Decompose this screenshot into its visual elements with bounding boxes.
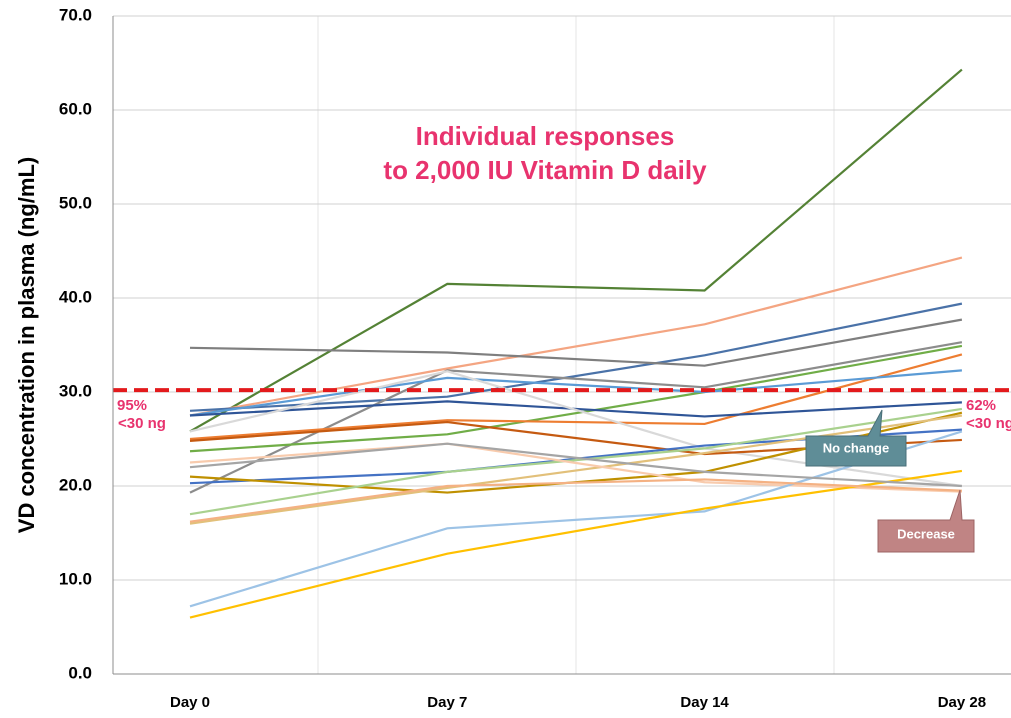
chart-title: Individual responses: [416, 121, 675, 151]
data-line: [189, 256, 963, 417]
y-tick-label: 40.0: [59, 287, 92, 306]
y-tick-label: 50.0: [59, 193, 92, 212]
x-tick-label: Day 7: [427, 694, 467, 711]
data-line: [189, 442, 962, 488]
x-tick-label: Day 0: [170, 694, 210, 711]
data-line: [189, 344, 963, 453]
callout-box: [877, 489, 975, 553]
annotation: <30 ng: [118, 415, 166, 432]
callout-text: No change: [823, 440, 889, 455]
y-tick-label: 20.0: [59, 475, 92, 494]
data-line: [189, 407, 963, 516]
data-line: [189, 414, 963, 525]
x-tick-label: Day 14: [680, 694, 729, 711]
annotation: 62%: [966, 397, 996, 414]
x-tick-label: Day 28: [938, 694, 986, 711]
data-line: [189, 469, 963, 619]
data-line: [189, 302, 963, 412]
y-tick-label: 10.0: [59, 569, 92, 588]
callout-box: [805, 409, 907, 467]
chart-title: to 2,000 IU Vitamin D daily: [383, 155, 707, 185]
y-tick-label: 60.0: [59, 99, 92, 118]
y-tick-label: 30.0: [59, 381, 92, 400]
annotation: <30 ng: [966, 415, 1011, 432]
data-line: [189, 318, 963, 367]
annotation: 95%: [117, 397, 147, 414]
data-line: [189, 68, 963, 433]
data-line: [189, 430, 963, 608]
y-tick-label: 0.0: [68, 663, 92, 682]
callout-text: Decrease: [897, 526, 955, 541]
data-line: [189, 369, 962, 417]
y-axis-label: VD concentration in plasma (ng/mL): [14, 157, 39, 533]
data-line: [189, 442, 962, 493]
plot-area: [113, 15, 1011, 675]
data-line: [189, 370, 963, 488]
y-tick-label: 70.0: [59, 5, 92, 24]
data-line: [189, 478, 962, 523]
